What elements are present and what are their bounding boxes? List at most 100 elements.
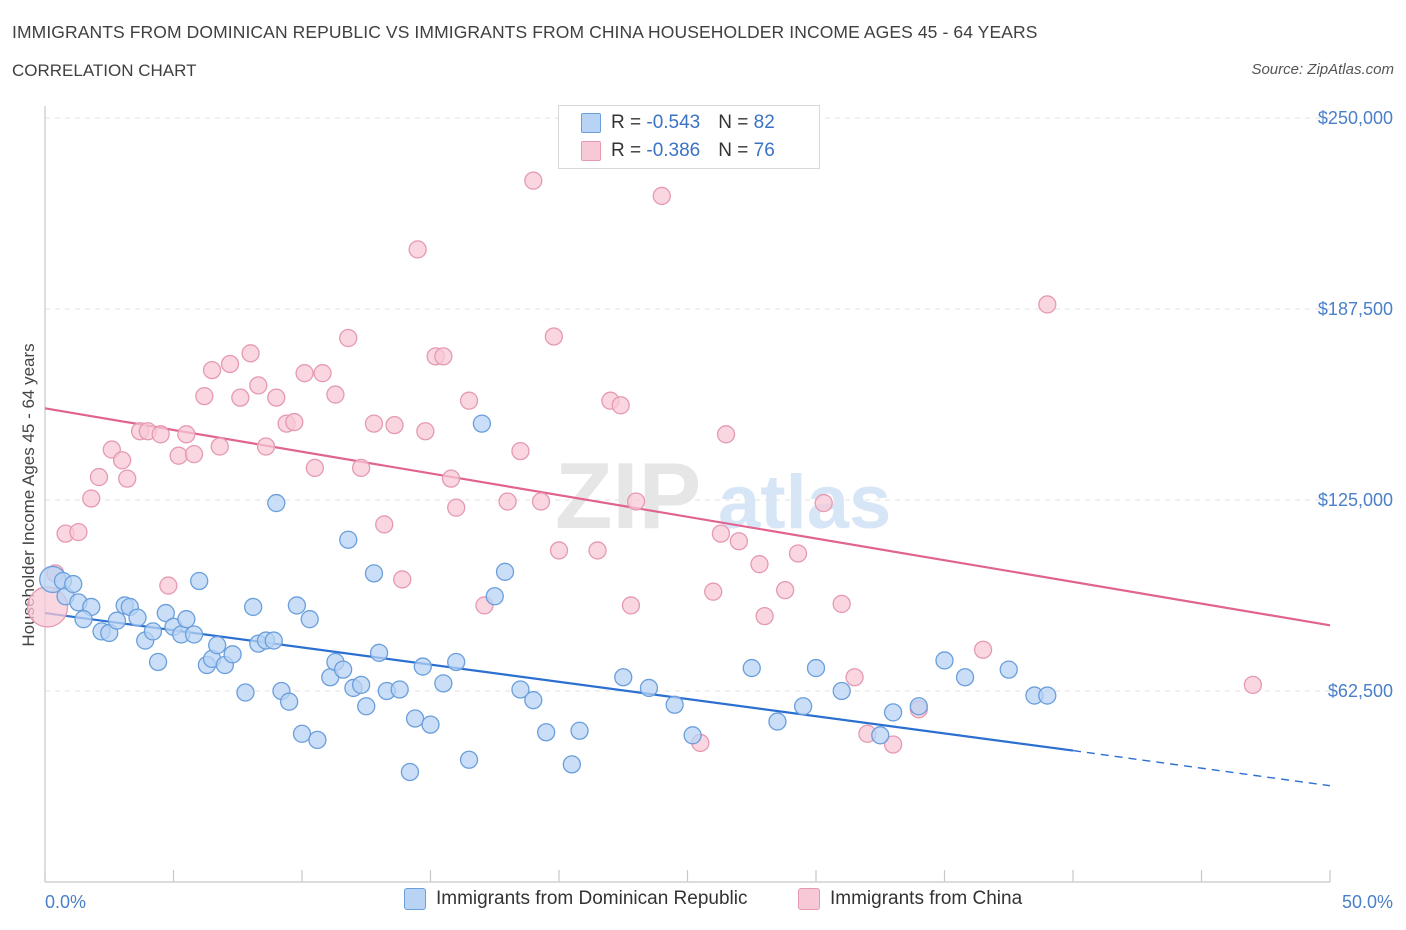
point-china (832, 594, 851, 614)
point-china (588, 541, 607, 560)
point-dominican (639, 678, 659, 698)
point-dominican (287, 596, 307, 615)
legend-n-label: N = (718, 112, 754, 133)
point-dominican (333, 660, 353, 679)
legend-n-label: N = (718, 140, 754, 161)
point-dominican (883, 703, 903, 722)
point-china (434, 347, 453, 366)
point-china (295, 364, 314, 383)
point-dominican (64, 574, 83, 594)
bottom-legend-label: Immigrants from China (830, 888, 1023, 910)
point-china (652, 186, 671, 206)
point-china (267, 388, 286, 407)
point-dominican (485, 587, 504, 606)
point-china (459, 391, 479, 410)
bottom-legend-swatch-pink (798, 888, 820, 910)
point-china (69, 522, 88, 542)
point-china (1243, 675, 1263, 695)
point-china (231, 388, 250, 407)
point-dominican (1038, 686, 1057, 705)
point-dominican (400, 762, 420, 782)
chart-title: IMMIGRANTS FROM DOMINICAN REPUBLIC VS IM… (12, 22, 1038, 42)
bottom-legend-dominican: Immigrants from Dominican Republic (404, 888, 748, 910)
point-china (788, 544, 808, 563)
point-dominican (148, 652, 168, 672)
point-china (544, 327, 564, 346)
legend-n-value: 76 (753, 140, 775, 161)
point-dominican (570, 721, 589, 740)
point-dominican (279, 692, 299, 711)
point-china (326, 385, 345, 404)
point-china (313, 364, 332, 383)
correlation-legend: R = -0.543 N = 82 R = -0.386 N = 76 (558, 105, 820, 169)
y-tick-labels: $62,500 $125,000 $187,500 $250,000 (1318, 108, 1393, 701)
legend-swatch-pink (581, 140, 601, 161)
legend-swatch-blue (581, 112, 601, 133)
point-china (159, 576, 178, 595)
point-dominican (143, 622, 163, 641)
x-tick-label: 50.0% (1342, 892, 1393, 912)
point-dominican (364, 564, 384, 583)
point-dominican (871, 726, 890, 745)
point-china (285, 412, 304, 432)
point-china (845, 668, 864, 687)
point-dominican (390, 680, 409, 699)
legend-row-dominican: R = -0.543 N = 82 (581, 112, 775, 140)
point-dominican (472, 414, 492, 433)
point-china (256, 437, 276, 456)
point-dominican (177, 610, 196, 629)
point-dominican (495, 562, 515, 581)
point-china (364, 414, 384, 433)
point-dominican (107, 611, 127, 630)
bottom-legend-swatch-blue (404, 888, 426, 910)
point-dominican (128, 608, 147, 627)
point-dominican (244, 597, 263, 617)
point-china (339, 328, 358, 348)
point-dominican (537, 723, 556, 742)
bottom-legend-label: Immigrants from Dominican Republic (436, 888, 748, 910)
point-china (883, 735, 903, 754)
point-china (151, 425, 170, 444)
point-china (704, 582, 723, 601)
watermark-atlas: atlas (718, 460, 891, 545)
point-china (498, 492, 517, 511)
trend-line-dominican (44, 611, 1074, 752)
point-china (351, 458, 371, 478)
point-china (385, 415, 404, 435)
y-tick-label: $125,000 (1318, 490, 1393, 510)
point-dominican (806, 658, 826, 678)
y-tick-label: $250,000 (1318, 108, 1393, 128)
point-dominican (339, 530, 358, 549)
point-china (531, 492, 551, 511)
point-dominican (264, 631, 283, 650)
point-dominican (935, 651, 954, 670)
point-china (711, 524, 731, 543)
point-china (202, 360, 222, 380)
point-dominican (208, 636, 227, 655)
point-dominican (267, 493, 286, 513)
legend-row-china: R = -0.386 N = 76 (581, 140, 775, 168)
point-dominican (614, 668, 633, 687)
source-credit: Source: ZipAtlas.com (1251, 61, 1394, 78)
point-dominican (768, 712, 787, 731)
point-china (184, 445, 204, 464)
trend-line-dominican-extension (1072, 749, 1331, 787)
point-china (524, 171, 543, 190)
point-dominican (999, 660, 1018, 679)
point-china (729, 532, 749, 551)
point-dominican (447, 652, 466, 672)
point-china (249, 376, 268, 395)
point-china (611, 396, 630, 415)
legend-n-value: 82 (753, 112, 775, 133)
point-dominican (524, 691, 543, 710)
point-china (750, 555, 769, 574)
point-dominican (955, 668, 975, 687)
point-dominican (511, 680, 530, 699)
point-china (210, 437, 229, 456)
point-china (549, 541, 569, 560)
point-china (716, 425, 736, 444)
legend-r-value: -0.543 (646, 112, 701, 133)
point-dominican (351, 675, 371, 695)
point-dominican (405, 709, 425, 728)
